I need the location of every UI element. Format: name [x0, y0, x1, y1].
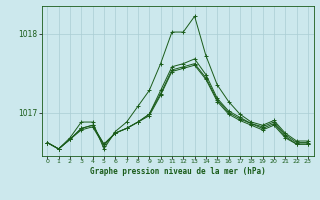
X-axis label: Graphe pression niveau de la mer (hPa): Graphe pression niveau de la mer (hPa)	[90, 167, 266, 176]
